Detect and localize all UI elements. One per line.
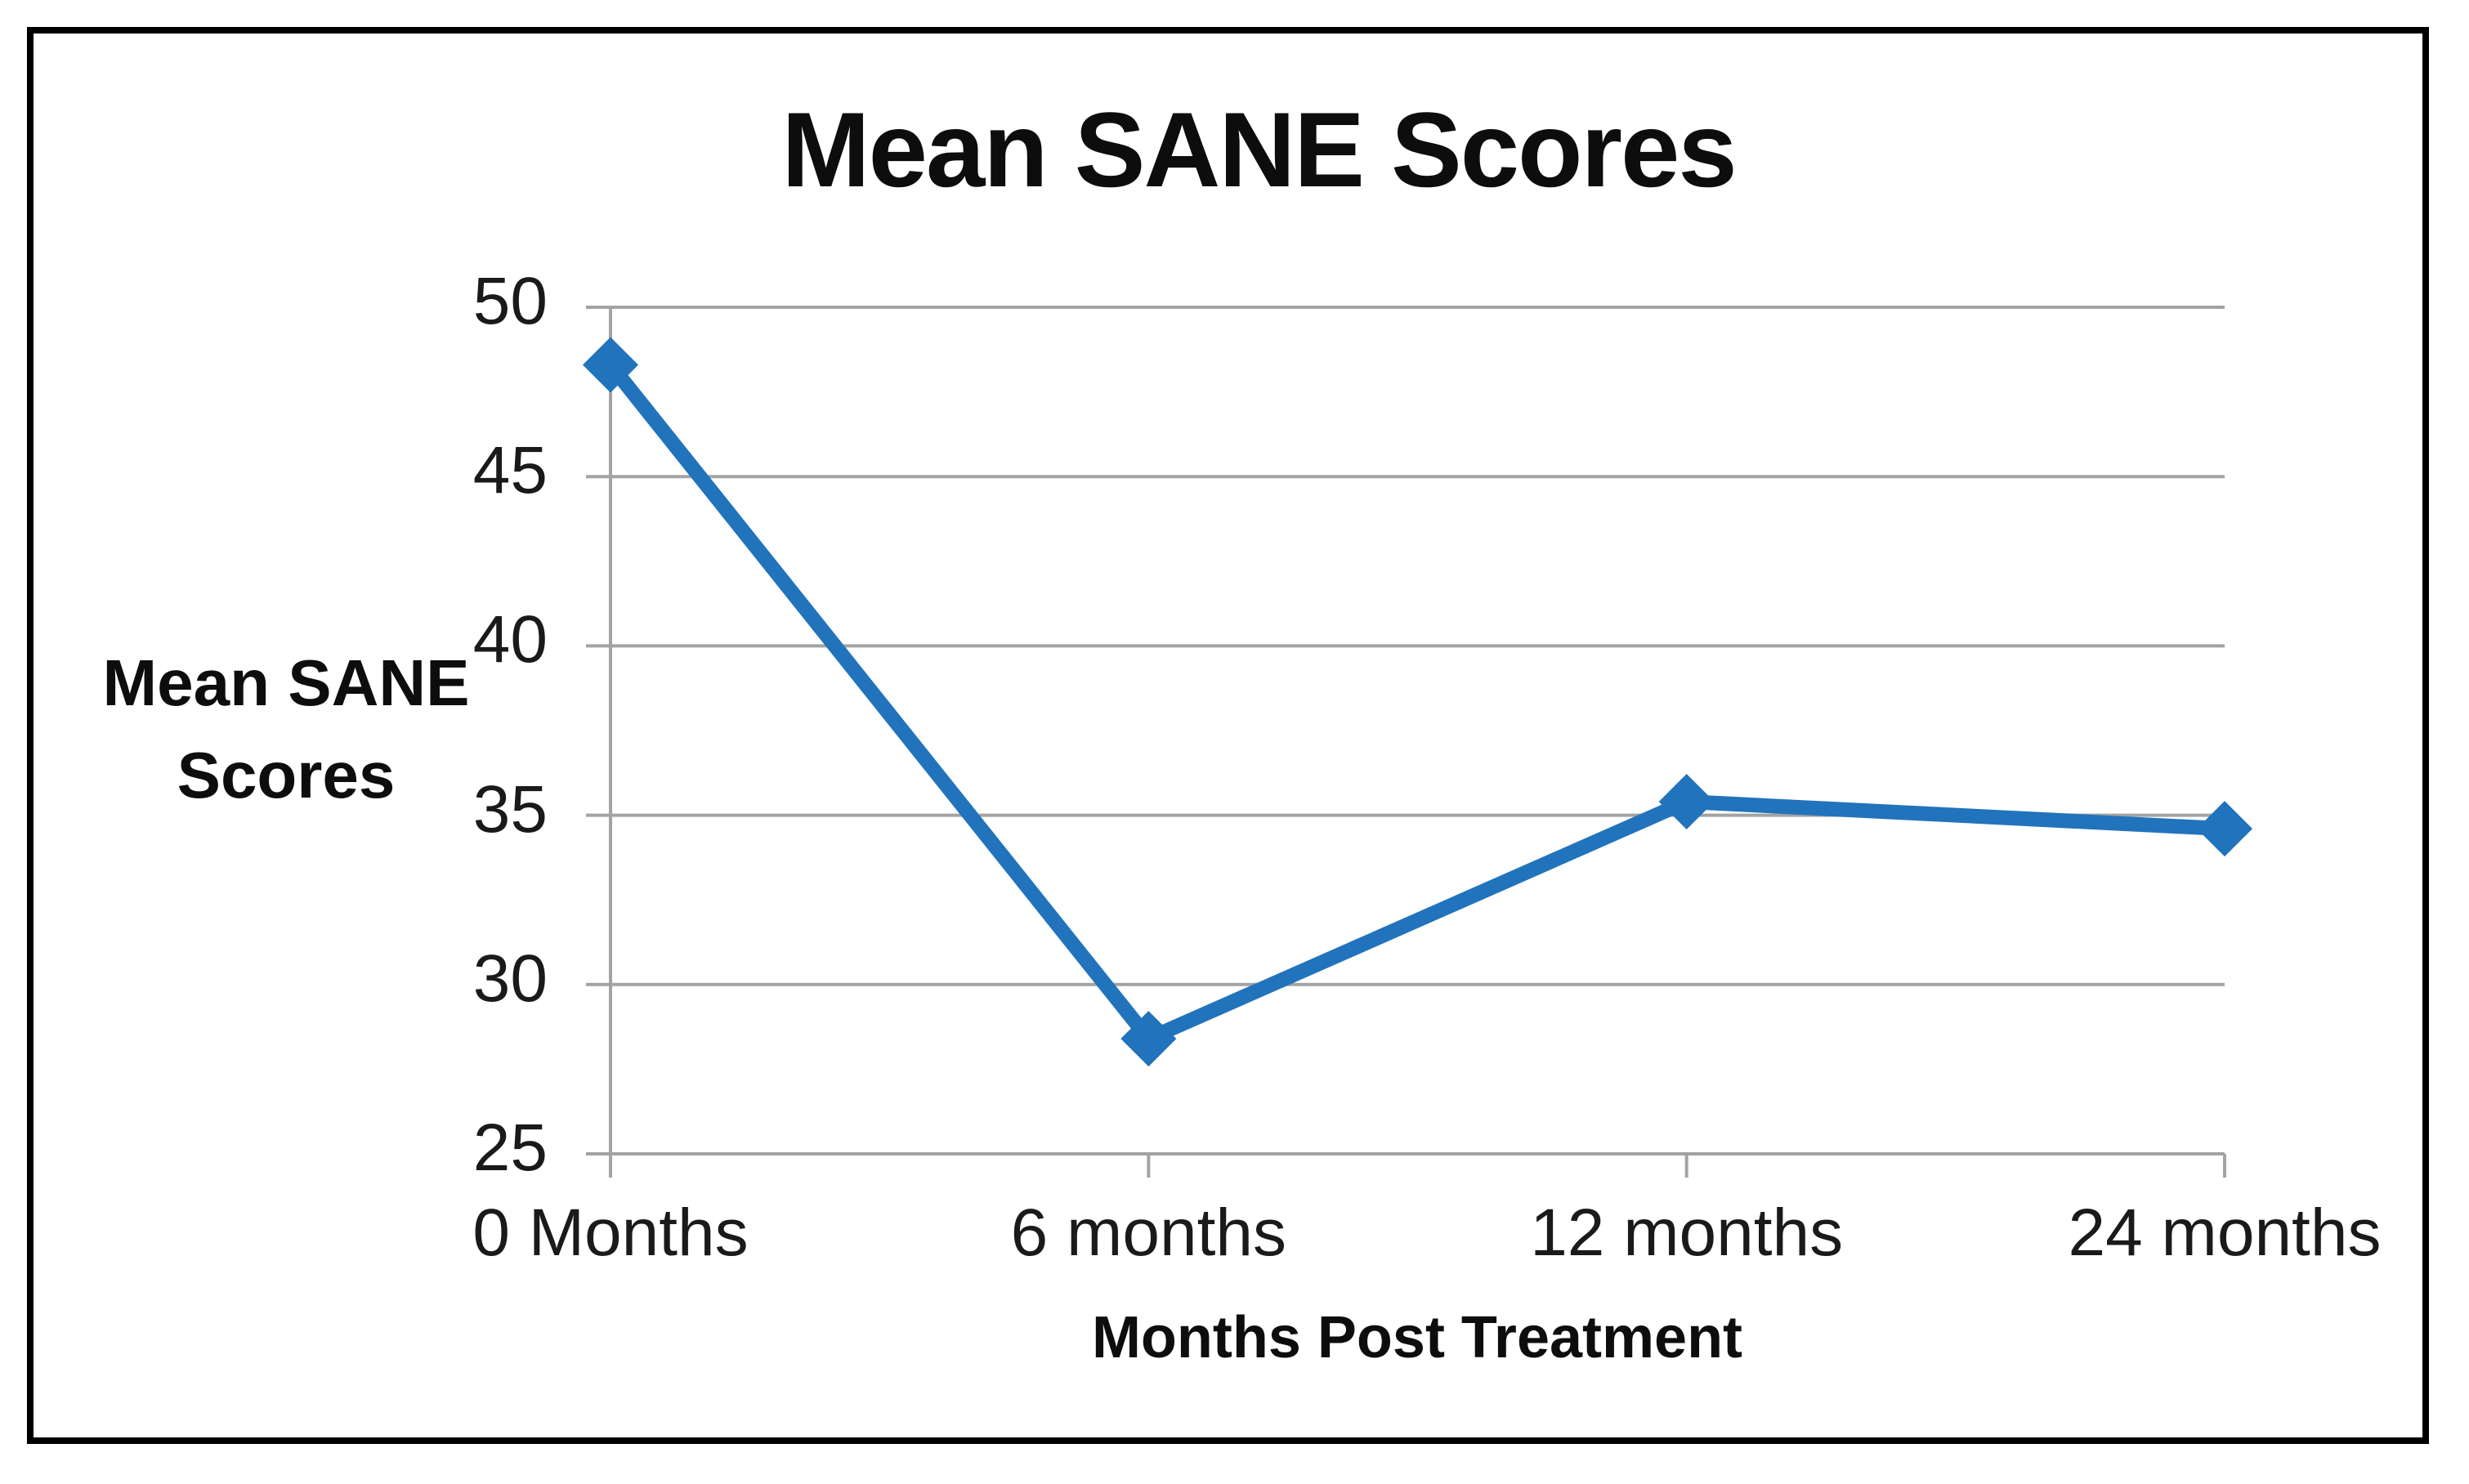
x-tick-label: 0 Months <box>472 1196 749 1270</box>
y-tick-label: 25 <box>472 1111 548 1185</box>
data-point-marker <box>2197 801 2252 857</box>
data-point-marker <box>1120 1011 1177 1067</box>
data-point-marker <box>583 337 638 393</box>
x-tick-label: 24 months <box>2068 1196 2382 1270</box>
y-tick-label: 35 <box>472 771 548 847</box>
data-point-marker <box>1658 774 1715 830</box>
x-tick-label: 6 months <box>1010 1196 1286 1270</box>
series-line <box>603 357 2232 1047</box>
chart-border-frame <box>27 27 2429 1444</box>
x-axis-title: Months Post Treatment <box>1091 1305 1743 1370</box>
y-tick-label: 50 <box>472 264 548 338</box>
y-tick-label: 30 <box>472 941 548 1016</box>
y-tick-label: 45 <box>472 433 548 508</box>
chart-title: Mean SANE Scores <box>781 90 1737 209</box>
y-tick-label: 40 <box>472 602 548 677</box>
x-tick-label: 12 months <box>1530 1196 1844 1270</box>
y-axis-title: Mean SANE Scores <box>102 646 470 811</box>
